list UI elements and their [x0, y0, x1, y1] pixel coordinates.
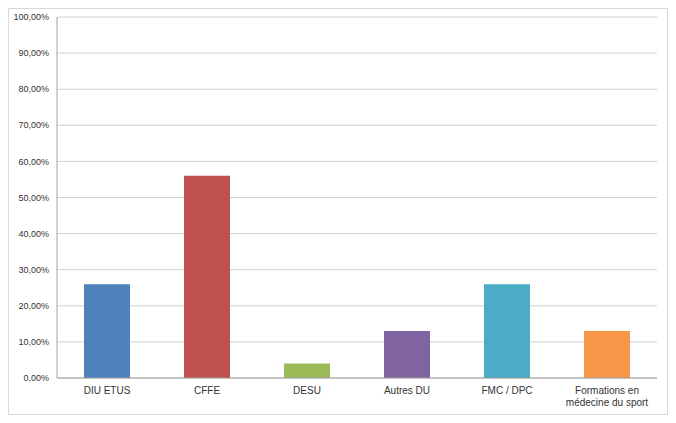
svg-text:FMC / DPC: FMC / DPC — [481, 385, 532, 396]
svg-text:20,00%: 20,00% — [18, 301, 49, 311]
svg-text:60,00%: 60,00% — [18, 157, 49, 167]
svg-text:Formations enmédecine du sport: Formations enmédecine du sport — [566, 385, 648, 408]
svg-text:90,00%: 90,00% — [18, 48, 49, 58]
svg-text:10,00%: 10,00% — [18, 337, 49, 347]
svg-text:80,00%: 80,00% — [18, 84, 49, 94]
svg-text:70,00%: 70,00% — [18, 120, 49, 130]
svg-text:30,00%: 30,00% — [18, 265, 49, 275]
svg-text:40,00%: 40,00% — [18, 229, 49, 239]
svg-text:CFFE: CFFE — [194, 385, 220, 396]
svg-text:0,00%: 0,00% — [23, 373, 49, 383]
svg-text:Autres DU: Autres DU — [384, 385, 430, 396]
svg-text:DESU: DESU — [293, 385, 321, 396]
svg-text:DIU ETUS: DIU ETUS — [84, 385, 131, 396]
svg-text:100,00%: 100,00% — [13, 12, 49, 22]
svg-text:50,00%: 50,00% — [18, 193, 49, 203]
